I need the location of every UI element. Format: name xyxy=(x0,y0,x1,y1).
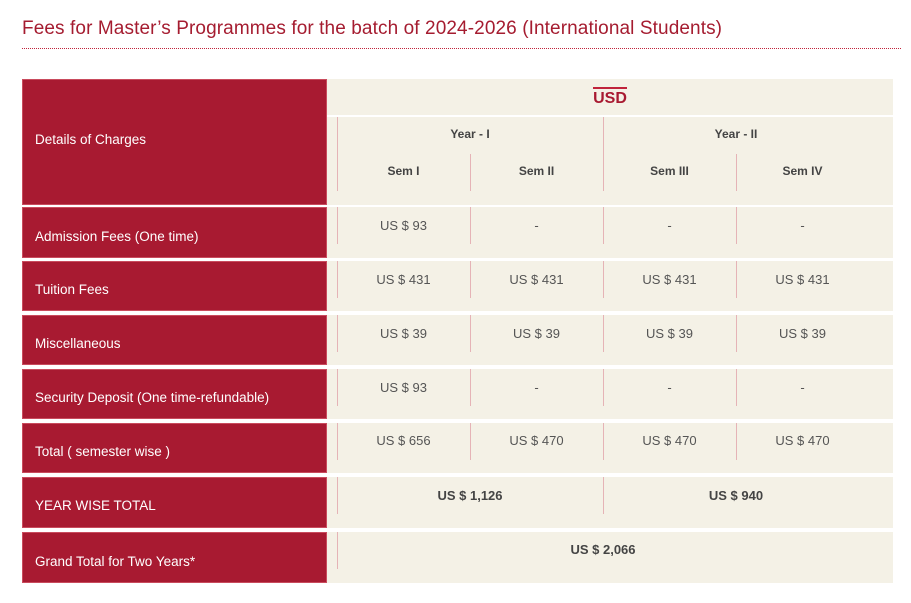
value-cell: US $ 39 xyxy=(779,326,826,341)
table-row: Miscellaneous US $ 39 US $ 39 US $ 39 US… xyxy=(22,315,893,365)
value-cell: US $ 431 xyxy=(509,272,564,287)
value-cell: - xyxy=(534,218,539,233)
column-separator xyxy=(603,117,604,191)
details-of-charges-header: Details of Charges xyxy=(22,79,327,205)
value-cell: US $ 656 xyxy=(376,433,431,448)
row-label: YEAR WISE TOTAL xyxy=(22,477,327,528)
value-cell: US $ 431 xyxy=(642,272,697,287)
row-label: Miscellaneous xyxy=(22,315,327,365)
column-separator xyxy=(337,117,338,191)
sem-1-header: Sem I xyxy=(387,164,420,178)
value-cell: US $ 470 xyxy=(775,433,830,448)
value-cell: US $ 431 xyxy=(775,272,830,287)
column-separator xyxy=(470,154,471,191)
row-label: Tuition Fees xyxy=(22,261,327,311)
value-cell: US $ 39 xyxy=(513,326,560,341)
grand-total-row: Grand Total for Two Years* US $ 2,066 xyxy=(22,532,893,583)
row-label: Total ( semester wise ) xyxy=(22,423,327,473)
table-row: Tuition Fees US $ 431 US $ 431 US $ 431 … xyxy=(22,261,893,311)
sem-3-header: Sem III xyxy=(650,164,689,178)
value-cell: US $ 470 xyxy=(642,433,697,448)
year-2-total: US $ 940 xyxy=(708,488,764,503)
value-cell: - xyxy=(667,218,672,233)
table-row: Security Deposit (One time-refundable) U… xyxy=(22,369,893,419)
row-label: Security Deposit (One time-refundable) xyxy=(22,369,327,419)
table-header: Details of Charges USD Year - I Year - I… xyxy=(22,79,893,205)
row-label: Grand Total for Two Years* xyxy=(22,532,327,583)
value-cell: US $ 93 xyxy=(380,218,427,233)
value-cell: - xyxy=(800,218,805,233)
year-total-row: YEAR WISE TOTAL US $ 1,126 US $ 940 xyxy=(22,477,893,528)
value-cell: US $ 93 xyxy=(380,380,427,395)
year-2-header: Year - II xyxy=(714,127,758,141)
grand-total-value: US $ 2,066 xyxy=(570,542,636,557)
sem-2-header: Sem II xyxy=(518,164,555,178)
year-1-total: US $ 1,126 xyxy=(437,488,503,503)
year-1-header: Year - I xyxy=(450,127,490,141)
currency-label: USD xyxy=(593,86,627,108)
value-cell: US $ 431 xyxy=(376,272,431,287)
value-cell: - xyxy=(800,380,805,395)
table-row: Total ( semester wise ) US $ 656 US $ 47… xyxy=(22,423,893,473)
column-separator xyxy=(736,154,737,191)
value-cell: US $ 470 xyxy=(509,433,564,448)
row-label: Admission Fees (One time) xyxy=(22,207,327,258)
sem-4-header: Sem IV xyxy=(782,164,823,178)
table-row: Admission Fees (One time) US $ 93 - - - xyxy=(22,207,893,258)
value-cell: US $ 39 xyxy=(380,326,427,341)
value-cell: - xyxy=(534,380,539,395)
value-cell: - xyxy=(667,380,672,395)
value-cell: US $ 39 xyxy=(646,326,693,341)
title-dotted-divider xyxy=(22,48,901,49)
page-title: Fees for Master’s Programmes for the bat… xyxy=(22,18,723,39)
